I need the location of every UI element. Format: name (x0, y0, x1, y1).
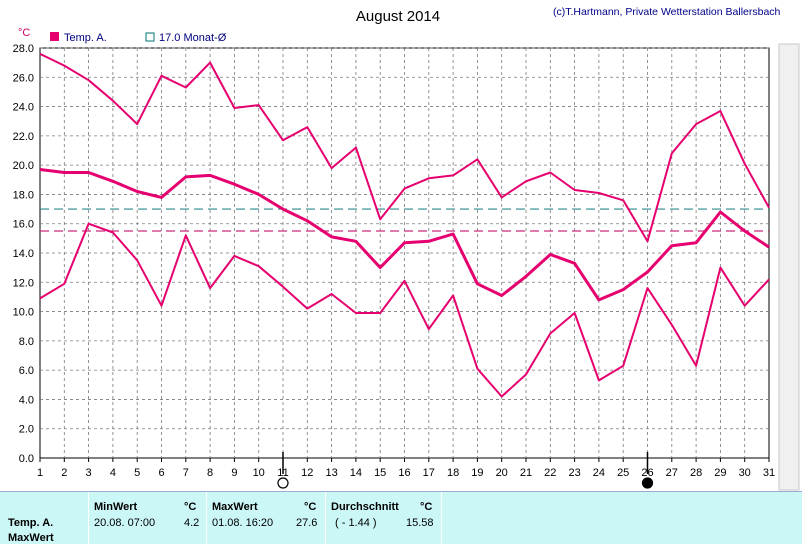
scrollbar-track[interactable] (778, 43, 800, 491)
x-tick-label: 31 (763, 467, 775, 479)
x-tick-label: 29 (714, 467, 726, 479)
x-tick-label: 2 (61, 467, 67, 479)
x-tick-label: 22 (544, 467, 556, 479)
stats-min-header: MinWert (94, 501, 138, 513)
x-tick-label: 8 (207, 467, 213, 479)
x-tick-label: 30 (739, 467, 751, 479)
stats-max-datetime: 01.08. 16:20 (212, 517, 274, 529)
stats-min-unit: °C (184, 501, 197, 513)
x-tick-label: 16 (398, 467, 410, 479)
series-line-mean (39, 168, 770, 302)
x-tick-label: 23 (568, 467, 580, 479)
y-tick-label: 22.0 (13, 131, 34, 143)
y-tick-label: 4.0 (19, 394, 34, 406)
y-tick-label: 26.0 (13, 72, 34, 84)
stats-avg-header: Durchschnitt (331, 501, 399, 513)
legend-avg-swatch (145, 32, 155, 42)
new-moon-icon (641, 477, 654, 489)
stats-avg-value: 15.58 (406, 517, 434, 529)
x-tick-label: 18 (447, 467, 459, 479)
chart-title: August 2014 (356, 8, 440, 25)
y-tick-label: 16.0 (13, 219, 34, 231)
x-tick-label: 6 (158, 467, 164, 479)
y-tick-label: 18.0 (13, 189, 34, 201)
x-tick-label: 14 (350, 467, 362, 479)
copyright-text: (c)T.Hartmann, Private Wetterstation Bal… (553, 6, 781, 18)
x-tick-label: 24 (593, 467, 605, 479)
stats-avg-deviation: ( - 1.44 ) (335, 517, 377, 529)
series-line-max (39, 52, 770, 243)
y-tick-label: 8.0 (19, 336, 34, 348)
stats-max-value: 27.6 (296, 517, 318, 529)
x-tick-label: 9 (231, 467, 237, 479)
stats-max-unit: °C (304, 501, 317, 513)
legend-avg-label: 17.0 Monat-Ø (159, 32, 227, 44)
y-tick-label: 20.0 (13, 160, 34, 172)
stats-row-label: Temp. A. (8, 517, 54, 529)
y-tick-label: 14.0 (13, 248, 34, 260)
chart: August 2014 (c)T.Hartmann, Private Wette… (13, 6, 800, 491)
x-tick-label: 21 (520, 467, 532, 479)
x-tick-label: 28 (690, 467, 702, 479)
y-tick-label: 6.0 (19, 365, 34, 377)
stats-min-value: 4.2 (184, 517, 200, 529)
x-tick-label: 10 (253, 467, 265, 479)
x-tick-label: 1 (37, 467, 43, 479)
x-tick-label: 12 (301, 467, 313, 479)
x-tick-label: 7 (183, 467, 189, 479)
legend-series-swatch (50, 32, 59, 41)
x-tick-label: 25 (617, 467, 629, 479)
x-tick-label: 17 (423, 467, 435, 479)
stats-avg-unit: °C (420, 501, 433, 513)
x-tick-label: 5 (134, 467, 140, 479)
y-tick-label: 10.0 (13, 307, 34, 319)
x-tick-label: 4 (110, 467, 116, 479)
stats-max-header: MaxWert (212, 501, 258, 513)
y-tick-label: 28.0 (13, 43, 34, 55)
legend-series-label: Temp. A. (64, 32, 107, 44)
y-tick-label: 2.0 (19, 424, 34, 436)
x-tick-label: 13 (325, 467, 337, 479)
series-line-min (39, 222, 770, 398)
stats-row-label-2: MaxWert (8, 532, 54, 544)
stats-panel: Temp. A. MaxWert MinWert °C 20.08. 07:00… (0, 491, 802, 544)
x-tick-label: 20 (496, 467, 508, 479)
x-tick-label: 3 (86, 467, 92, 479)
y-tick-label: 24.0 (13, 102, 34, 114)
x-tick-label: 27 (666, 467, 678, 479)
x-tick-label: 15 (374, 467, 386, 479)
y-unit-label: °C (18, 27, 30, 39)
y-tick-label: 12.0 (13, 277, 34, 289)
stats-min-datetime: 20.08. 07:00 (94, 517, 156, 529)
y-tick-label: 0.0 (19, 453, 34, 465)
x-tick-label: 19 (471, 467, 483, 479)
full-moon-icon (277, 477, 289, 489)
